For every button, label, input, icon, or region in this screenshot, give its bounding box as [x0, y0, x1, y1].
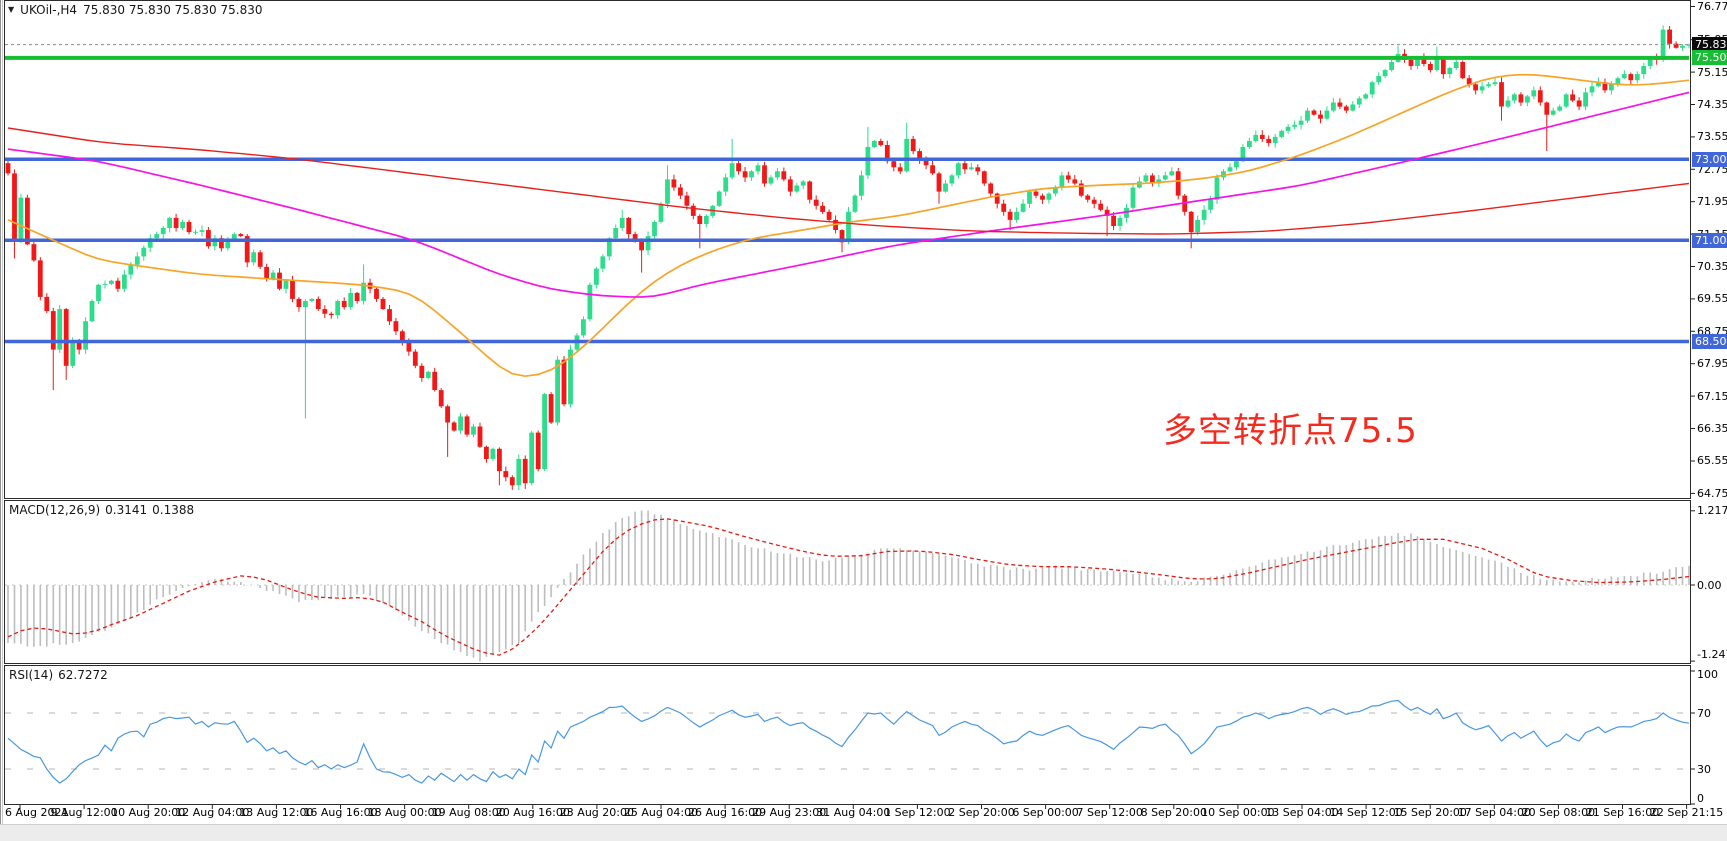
rsi-value: 62.7272 — [58, 668, 108, 682]
rsi-tick-label: 70 — [1697, 706, 1711, 720]
price-chart-panel[interactable] — [4, 0, 1691, 499]
price-tick-label: 73.550 — [1697, 130, 1727, 144]
time-tick-label: 2 Sep 20:00 — [948, 806, 1015, 819]
time-tick-label: 23 Aug 20:00 — [559, 806, 634, 819]
time-tick-label: 8 Sep 20:00 — [1140, 806, 1208, 819]
symbol-ohlc-values: 75.830 75.830 75.830 75.830 — [83, 3, 263, 17]
price-badge: 73.000 — [1692, 151, 1727, 167]
macd-panel[interactable] — [4, 500, 1691, 664]
time-tick-label: 22 Sep 21:15 — [1649, 806, 1724, 819]
symbol-period-label: UKOil-,H4 — [20, 3, 78, 17]
time-tick-label: 6 Sep 00:00 — [1012, 806, 1079, 819]
price-tick-label: 66.350 — [1697, 422, 1727, 436]
chevron-down-icon[interactable]: ▼ — [8, 5, 15, 14]
macd-tick-label: 1.2172 — [1697, 504, 1727, 518]
price-tick-label: 67.150 — [1697, 389, 1727, 403]
time-tick-label: 15 Sep 20:00 — [1393, 806, 1467, 819]
time-tick-label: 19 Aug 08:00 — [431, 806, 506, 819]
price-tick-label: 64.750 — [1697, 486, 1727, 500]
time-tick-label: 12 Aug 04:00 — [175, 806, 250, 819]
macd-signal-value: 0.1388 — [152, 503, 195, 517]
price-tick-label: 76.770 — [1697, 0, 1727, 13]
macd-tick-label: 0.00 — [1697, 578, 1722, 592]
time-tick-label: 16 Aug 16:00 — [303, 806, 378, 819]
price-tick-label: 74.350 — [1697, 98, 1727, 111]
time-tick-label: 18 Aug 00:00 — [367, 806, 442, 819]
time-tick-label: 26 Aug 16:00 — [688, 806, 763, 819]
chart-annotation-text: 多空转折点75.5 — [1163, 411, 1418, 451]
time-tick-label: 10 Sep 00:00 — [1201, 806, 1275, 819]
time-tick-label: 17 Sep 04:00 — [1457, 806, 1532, 819]
price-badge: 68.500 — [1692, 333, 1727, 349]
time-tick-label: 20 Sep 08:00 — [1521, 806, 1596, 819]
time-tick-label: 9 Aug 12:00 — [50, 806, 118, 819]
macd-main-value: 0.3141 — [105, 503, 148, 517]
time-tick-label: 7 Sep 12:00 — [1076, 806, 1143, 819]
macd-name: MACD(12,26,9) — [9, 503, 101, 517]
macd-tick-label: -1.2479 — [1697, 648, 1727, 661]
price-badge: 75.830 — [1692, 37, 1727, 53]
rsi-name: RSI(14) — [9, 668, 54, 682]
window-left-edge — [0, 0, 1, 841]
price-badge: 75.500 — [1692, 50, 1727, 66]
rsi-indicator-label: RSI(14) 62.7272 — [9, 668, 113, 682]
rsi-tick-label: 0 — [1697, 792, 1704, 805]
time-tick-label: 14 Sep 12:00 — [1329, 806, 1403, 819]
price-tick-label: 67.950 — [1697, 357, 1727, 371]
time-tick-label: 20 Aug 16:00 — [495, 806, 570, 819]
time-tick-label: 29 Aug 23:00 — [752, 806, 827, 819]
time-tick-label: 6 Aug 2021 — [5, 806, 69, 819]
window-left-edge-inner — [2, 0, 3, 841]
symbol-info: ▼ UKOil-,H4 75.830 75.830 75.830 75.830 — [8, 3, 262, 17]
time-tick-label: 21 Sep 16:00 — [1585, 806, 1660, 819]
macd-indicator-label: MACD(12,26,9) 0.3141 0.1388 — [9, 503, 199, 517]
price-tick-label: 65.550 — [1697, 454, 1727, 468]
rsi-tick-label: 30 — [1697, 762, 1711, 776]
time-tick-label: 13 Aug 12:00 — [239, 806, 314, 819]
rsi-panel[interactable] — [4, 665, 1691, 805]
rsi-tick-label: 100 — [1697, 668, 1718, 681]
price-tick-label: 75.150 — [1697, 65, 1727, 79]
price-badge: 71.000 — [1692, 232, 1727, 248]
time-tick-label: 31 Aug 04:00 — [816, 806, 891, 819]
price-tick-label: 69.550 — [1697, 292, 1727, 306]
price-tick-label: 70.350 — [1697, 260, 1727, 274]
price-tick-label: 71.950 — [1697, 195, 1727, 209]
bottom-strip — [0, 824, 1727, 841]
time-tick-label: 1 Sep 12:00 — [884, 806, 951, 819]
time-tick-label: 25 Aug 04:00 — [623, 806, 699, 819]
time-tick-label: 13 Sep 04:00 — [1265, 806, 1339, 819]
time-tick-label: 10 Aug 20:00 — [111, 806, 186, 819]
